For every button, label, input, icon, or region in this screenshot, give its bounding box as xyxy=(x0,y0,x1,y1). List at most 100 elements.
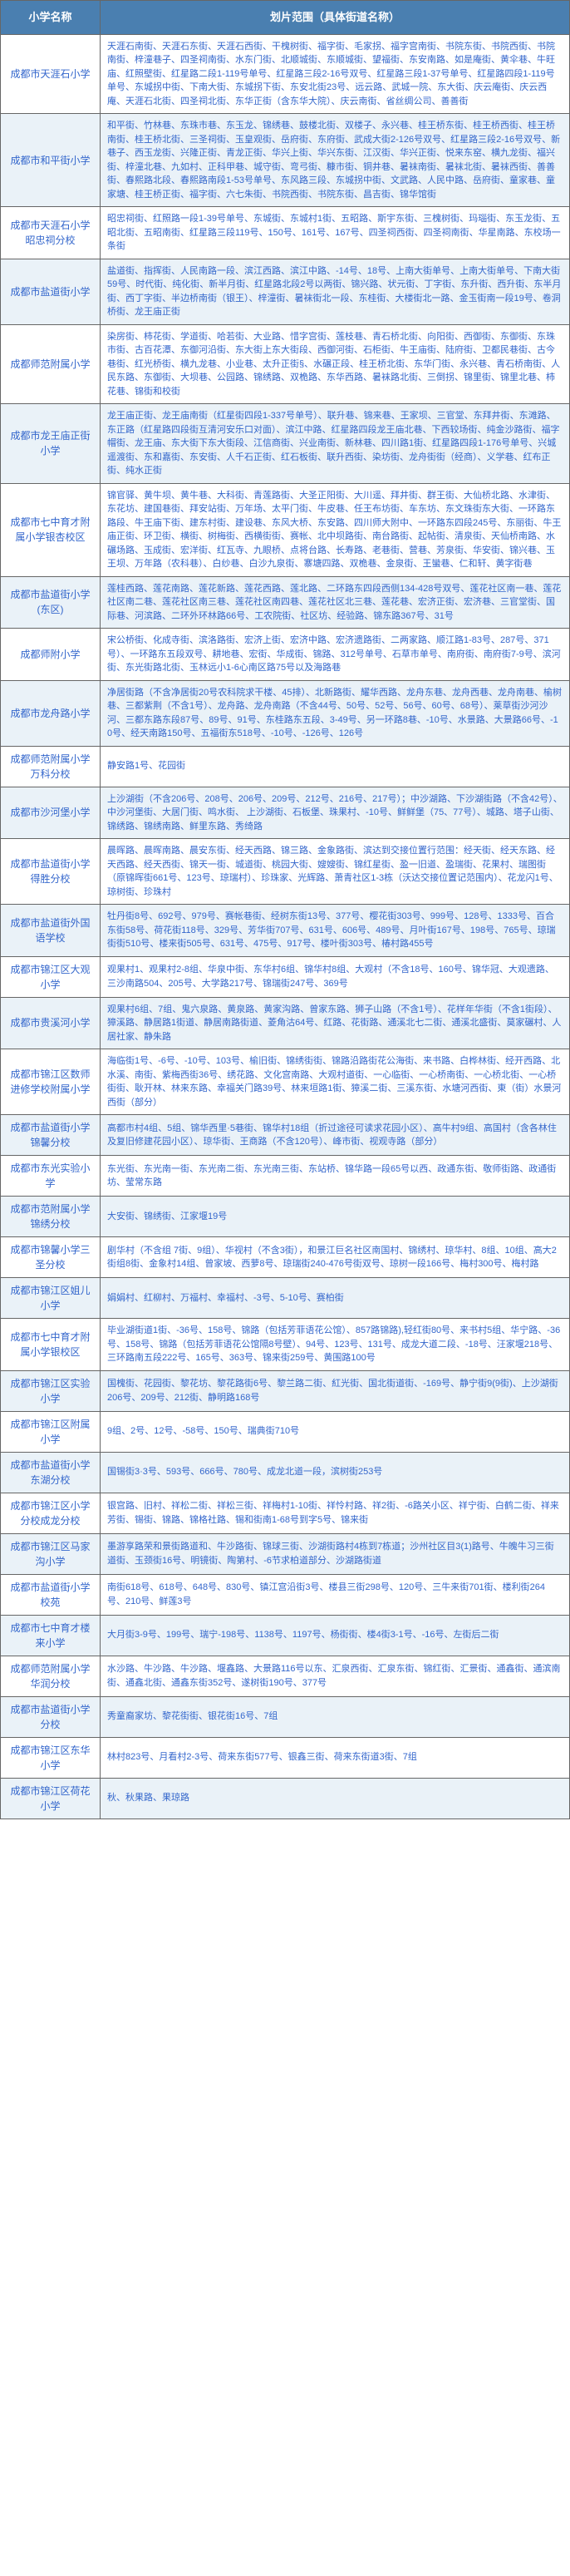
school-area-cell: 宋公桥街、化成寺街、滨洛路街、宏济上街、宏济中路、宏济遗路街、二两家路、顺江路1… xyxy=(101,629,570,681)
table-row: 成都市锦江区附属小学9组、2号、12号、-58号、150号、瑞典街710号 xyxy=(1,1411,570,1452)
school-name-cell: 成都市龙王庙正街小学 xyxy=(1,404,101,484)
header-zone-area: 划片范围（具体街道名称） xyxy=(101,1,570,35)
school-name-cell: 成都市盐道街小学校苑 xyxy=(1,1574,101,1615)
school-name-cell: 成都市锦江区荷花小学 xyxy=(1,1778,101,1818)
table-row: 成都市锦江区东华小学林村823号、月看村2-3号、荷来东街577号、银鑫三街、荷… xyxy=(1,1737,570,1778)
table-row: 成都市天涯石小学昭忠祠分校昭忠祠街、红照路一段1-39号单号、东城街、东城村1街… xyxy=(1,207,570,259)
school-name-cell: 成都市锦江区东华小学 xyxy=(1,1737,101,1778)
school-area-cell: 东光街、东光南一街、东光南二街、东光南三街、东站桥、锦华路一段65号以西、政通东… xyxy=(101,1156,570,1197)
school-area-cell: 盐道街、指挥街、人民南路一段、滨江西路、滨江中路、-14号、18号、上南大街单号… xyxy=(101,259,570,324)
table-row: 成都市东光实验小学东光街、东光南一街、东光南二街、东光南三街、东站桥、锦华路一段… xyxy=(1,1156,570,1197)
table-row: 成都市贵溪河小学观果村6组、7组、鬼六泉路、黄泉路、黄家沟路、曾家东路、狮子山路… xyxy=(1,997,570,1049)
school-zoning-table: 小学名称 划片范围（具体街道名称） 成都市天涯石小学天涯石南街、天涯石东街、天涯… xyxy=(0,0,570,1819)
table-row: 成都市天涯石小学天涯石南街、天涯石东街、天涯石西街、干槐树街、福字街、毛家拐、福… xyxy=(1,34,570,114)
table-row: 成都师范附属小学染房街、柿花街、学道街、哈若街、大业路、惜字宫街、莲枝巷、青石桥… xyxy=(1,324,570,404)
table-row: 成都师附小学宋公桥街、化成寺街、滨洛路街、宏济上街、宏济中路、宏济遗路街、二两家… xyxy=(1,629,570,681)
school-name-cell: 成都市和平街小学 xyxy=(1,114,101,207)
school-area-cell: 南街618号、618号、648号、830号、镇江宫沿街3号、楼县三街298号、1… xyxy=(101,1574,570,1615)
table-row: 成都市锦江区小学分校成龙分校银宫路、旧村、祥松二街、祥松三街、祥梅村1-10街、… xyxy=(1,1493,570,1533)
table-row: 成都市盐道街小学盐道街、指挥街、人民南路一段、滨江西路、滨江中路、-14号、18… xyxy=(1,259,570,324)
school-name-cell: 成都市东光实验小学 xyxy=(1,1156,101,1197)
table-row: 成都市盐道街外国语学校牡丹街8号、692号、979号、赛帐巷街、经树东街13号、… xyxy=(1,905,570,957)
school-area-cell: 静安路1号、花园街 xyxy=(101,746,570,787)
table-row: 成都市锦江区数师进修学校附属小学海临街1号、-6号、-10号、103号、榆旧街、… xyxy=(1,1049,570,1115)
school-area-cell: 大月街3-9号、199号、瑞宁-198号、1138号、1197号、杨街街、楼4街… xyxy=(101,1615,570,1656)
table-row: 成都市盐道街小学锦馨分校高都市村4组、5组、锦华西里·5巷街、锦华村18组（折过… xyxy=(1,1115,570,1156)
table-row: 成都市锦馨小学三圣分校剧华村（不含组 7街、9组）、华视村（不含3街），和景江巨… xyxy=(1,1237,570,1278)
table-row: 成都市盐道街小学东湖分校国锡街3·3号、593号、666号、780号、成龙北道一… xyxy=(1,1452,570,1493)
school-area-cell: 水沙路、牛沙路、牛沙路、堰鑫路、大景路116号以东、汇泉西街、汇泉东街、锦红街、… xyxy=(101,1656,570,1696)
school-name-cell: 成都市范附属小学锦绣分校 xyxy=(1,1197,101,1237)
school-area-cell: 昭忠祠街、红照路一段1-39号单号、东城街、东城村1街、五昭路、斯宇东街、三槐树… xyxy=(101,207,570,259)
school-area-cell: 观果村1、观果村2-8组、华泉中街、东华村6组、锦华村8组、大观村（不含18号、… xyxy=(101,956,570,997)
header-school-name: 小学名称 xyxy=(1,1,101,35)
school-name-cell: 成都市盐道街小学锦馨分校 xyxy=(1,1115,101,1156)
school-name-cell: 成都市锦江区实验小学 xyxy=(1,1370,101,1411)
table-row: 成都市锦江区荷花小学秋、秋果路、果琼路 xyxy=(1,1778,570,1818)
school-area-cell: 海临街1号、-6号、-10号、103号、榆旧街、锦绣街街、锦路沿路街花公海街、来… xyxy=(101,1049,570,1115)
school-area-cell: 剧华村（不含组 7街、9组）、华视村（不含3街），和景江巨名社区南国村、锦绣村、… xyxy=(101,1237,570,1278)
table-row: 成都师范附属小学华润分校水沙路、牛沙路、牛沙路、堰鑫路、大景路116号以东、汇泉… xyxy=(1,1656,570,1696)
school-name-cell: 成都市盐道街小学分校 xyxy=(1,1696,101,1737)
table-row: 成都市和平街小学和平街、竹林巷、东珠市巷、东玉龙、锦绣巷、鼓楼北街、双楼子、永兴… xyxy=(1,114,570,207)
school-name-cell: 成都师范附属小学 xyxy=(1,324,101,404)
school-name-cell: 成都市锦馨小学三圣分校 xyxy=(1,1237,101,1278)
school-name-cell: 成都师范附属小学华润分校 xyxy=(1,1656,101,1696)
table-row: 成都市锦江区姐儿小学娟娟村、红柳村、万福村、幸福村、-3号、5-10号、赛柏街 xyxy=(1,1278,570,1319)
school-area-cell: 大安街、锦绣街、江家堰19号 xyxy=(101,1197,570,1237)
school-name-cell: 成都市沙河堡小学 xyxy=(1,787,101,839)
school-name-cell: 成都师附小学 xyxy=(1,629,101,681)
school-area-cell: 和平街、竹林巷、东珠市巷、东玉龙、锦绣巷、鼓楼北街、双楼子、永兴巷、桂王桥东街、… xyxy=(101,114,570,207)
school-area-cell: 9组、2号、12号、-58号、150号、瑞典街710号 xyxy=(101,1411,570,1452)
school-name-cell: 成都市锦江区姐儿小学 xyxy=(1,1278,101,1319)
table-row: 成都市范附属小学锦绣分校大安街、锦绣街、江家堰19号 xyxy=(1,1197,570,1237)
school-name-cell: 成都市七中育才附属小学银校区 xyxy=(1,1319,101,1371)
school-area-cell: 上沙湖街（不含206号、208号、206号、209号、212号、216号、217… xyxy=(101,787,570,839)
school-area-cell: 天涯石南街、天涯石东街、天涯石西街、干槐树街、福字街、毛家拐、福字宫南街、书院东… xyxy=(101,34,570,114)
table-row: 成都市锦江区实验小学国槐街、花园街、黎花坊、黎花路街6号、黎兰路二街、紅光街、国… xyxy=(1,1370,570,1411)
school-name-cell: 成都市天涯石小学 xyxy=(1,34,101,114)
table-row: 成都市锦江区大观小学观果村1、观果村2-8组、华泉中街、东华村6组、锦华村8组、… xyxy=(1,956,570,997)
school-area-cell: 银宫路、旧村、祥松二街、祥松三街、祥梅村1-10街、祥怜村路、祥2街、-6路关小… xyxy=(101,1493,570,1533)
table-row: 成都师范附属小学万科分校静安路1号、花园街 xyxy=(1,746,570,787)
table-row: 成都市七中育才附属小学银杏校区锦官驿、黄牛坝、黄牛巷、大科街、青莲路街、大圣正阳… xyxy=(1,483,570,576)
table-row: 成都市盐道街小学分校秀童裔家坊、黎花街街、银花街16号、7组 xyxy=(1,1696,570,1737)
school-name-cell: 成都市盐道街小学 xyxy=(1,259,101,324)
table-row: 成都市盐道街小学得胜分校晨晖路、晨晖南路、晨安东街、经天西路、锦三路、金象路街、… xyxy=(1,839,570,905)
school-name-cell: 成都市锦江区马家沟小学 xyxy=(1,1533,101,1574)
table-row: 成都市锦江区马家沟小学墨游享路荣和景街路道和、牛沙路街、锦球三街、沙湖街路村4栋… xyxy=(1,1533,570,1574)
school-name-cell: 成都市锦江区大观小学 xyxy=(1,956,101,997)
school-name-cell: 成都市天涯石小学昭忠祠分校 xyxy=(1,207,101,259)
school-area-cell: 墨游享路荣和景街路道和、牛沙路街、锦球三街、沙湖街路村4栋到7栋道；沙州社区目3… xyxy=(101,1533,570,1574)
school-area-cell: 龙王庙正街、龙王庙南街（红星街四段1-337号单号）、联升巷、锦来巷、王家坝、三… xyxy=(101,404,570,484)
school-area-cell: 娟娟村、红柳村、万福村、幸福村、-3号、5-10号、赛柏街 xyxy=(101,1278,570,1319)
school-area-cell: 莲桂西路、莲花南路、莲花新路、莲花西路、莲北路、二环路东四段西侧134-428号… xyxy=(101,576,570,629)
school-area-cell: 秀童裔家坊、黎花街街、银花街16号、7组 xyxy=(101,1696,570,1737)
school-name-cell: 成都市贵溪河小学 xyxy=(1,997,101,1049)
table-row: 成都市七中育才楼来小学大月街3-9号、199号、瑞宁-198号、1138号、11… xyxy=(1,1615,570,1656)
school-name-cell: 成都市盐道街小学(东区) xyxy=(1,576,101,629)
school-area-cell: 国锡街3·3号、593号、666号、780号、成龙北道一段，滨树街253号 xyxy=(101,1452,570,1493)
school-area-cell: 高都市村4组、5组、锦华西里·5巷街、锦华村18组（折过途径可读求花园小区）、高… xyxy=(101,1115,570,1156)
school-area-cell: 观果村6组、7组、鬼六泉路、黄泉路、黄家沟路、曾家东路、狮子山路（不含1号）、花… xyxy=(101,997,570,1049)
school-name-cell: 成都市盐道街小学东湖分校 xyxy=(1,1452,101,1493)
school-area-cell: 净居街路（不含净居街20号农科院求干楼、45排）、北新路街、耀华西路、龙舟东巷、… xyxy=(101,680,570,746)
school-name-cell: 成都市龙舟路小学 xyxy=(1,680,101,746)
school-area-cell: 染房街、柿花街、学道街、哈若街、大业路、惜字宫街、莲枝巷、青石桥北街、向阳街、西… xyxy=(101,324,570,404)
school-area-cell: 毕业湖街道1街、-36号、158号、锦路（包括芳菲语花公馆）、857路锦路),轻… xyxy=(101,1319,570,1371)
school-area-cell: 晨晖路、晨晖南路、晨安东街、经天西路、锦三路、金象路街、滨达到交接位置行范围：经… xyxy=(101,839,570,905)
school-area-cell: 锦官驿、黄牛坝、黄牛巷、大科街、青莲路街、大圣正阳街、大川遥、拜井街、群王街、大… xyxy=(101,483,570,576)
school-name-cell: 成都市锦江区附属小学 xyxy=(1,1411,101,1452)
school-name-cell: 成都市七中育才附属小学银杏校区 xyxy=(1,483,101,576)
table-row: 成都市盐道街小学校苑南街618号、618号、648号、830号、镇江宫沿街3号、… xyxy=(1,1574,570,1615)
table-row: 成都市盐道街小学(东区)莲桂西路、莲花南路、莲花新路、莲花西路、莲北路、二环路东… xyxy=(1,576,570,629)
school-name-cell: 成都市七中育才楼来小学 xyxy=(1,1615,101,1656)
table-row: 成都市龙舟路小学净居街路（不含净居街20号农科院求干楼、45排）、北新路街、耀华… xyxy=(1,680,570,746)
table-row: 成都市沙河堡小学上沙湖街（不含206号、208号、206号、209号、212号、… xyxy=(1,787,570,839)
school-area-cell: 牡丹街8号、692号、979号、赛帐巷街、经树东街13号、377号、樱花街303… xyxy=(101,905,570,957)
table-row: 成都市七中育才附属小学银校区毕业湖街道1街、-36号、158号、锦路（包括芳菲语… xyxy=(1,1319,570,1371)
school-area-cell: 林村823号、月看村2-3号、荷来东街577号、银鑫三街、荷来东街道3街、7组 xyxy=(101,1737,570,1778)
school-name-cell: 成都市锦江区数师进修学校附属小学 xyxy=(1,1049,101,1115)
school-area-cell: 秋、秋果路、果琼路 xyxy=(101,1778,570,1818)
table-row: 成都市龙王庙正街小学龙王庙正街、龙王庙南街（红星街四段1-337号单号）、联升巷… xyxy=(1,404,570,484)
